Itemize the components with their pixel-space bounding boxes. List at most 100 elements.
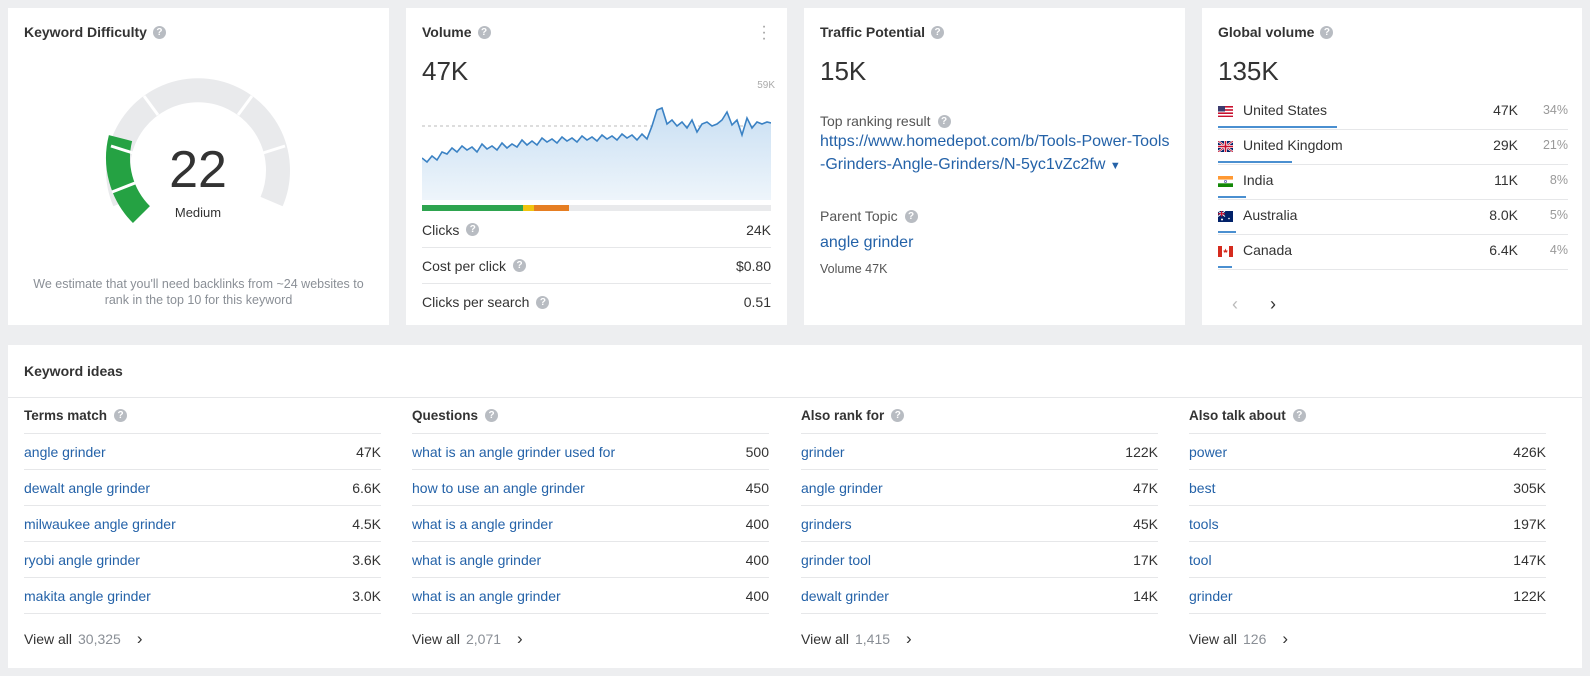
help-icon[interactable]: ? xyxy=(1320,25,1334,39)
clicks-bar-segment xyxy=(523,205,534,211)
country-volume: 29K xyxy=(1493,137,1518,153)
help-icon[interactable]: ? xyxy=(152,25,166,39)
view-all-link[interactable]: View all 30,325 › xyxy=(24,614,381,664)
help-icon[interactable]: ? xyxy=(466,223,480,236)
country-percent: 8% xyxy=(1549,173,1568,187)
keyword-idea-row: best 305K xyxy=(1189,470,1546,506)
view-all-link[interactable]: View all 126 › xyxy=(1189,614,1546,664)
caret-down-icon[interactable]: ▼ xyxy=(1109,160,1121,172)
volume-chart-max-label: 59K xyxy=(757,80,775,91)
volume-trend-chart[interactable] xyxy=(422,80,771,200)
keyword-ideas-card: Keyword ideas Terms match? angle grinder 4… xyxy=(8,345,1582,668)
keyword-link[interactable]: power xyxy=(1189,443,1228,460)
keyword-link[interactable]: angle grinder xyxy=(801,479,883,496)
help-icon[interactable]: ? xyxy=(477,25,491,39)
country-share-bar xyxy=(1218,266,1232,268)
help-icon[interactable]: ? xyxy=(536,295,550,309)
country-volume: 47K xyxy=(1493,102,1518,118)
country-volume: 11K xyxy=(1494,172,1518,188)
view-all-link[interactable]: View all 1,415 › xyxy=(801,614,1158,664)
keyword-volume: 47K xyxy=(356,443,381,460)
keyword-link[interactable]: makita angle grinder xyxy=(24,587,151,604)
ideas-column-title: Questions xyxy=(412,408,479,423)
keyword-link[interactable]: grinder xyxy=(1189,587,1233,604)
keyword-link[interactable]: what is angle grinder xyxy=(412,551,542,568)
kd-gauge-ticks xyxy=(110,95,286,194)
keyword-link[interactable]: milwaukee angle grinder xyxy=(24,515,176,532)
keyword-link[interactable]: grinder xyxy=(801,443,845,460)
keyword-volume: 3.0K xyxy=(352,587,381,604)
cpc-label: Cost per click xyxy=(422,257,507,274)
chevron-right-icon[interactable]: › xyxy=(1270,294,1276,314)
keyword-idea-row: makita angle grinder 3.0K xyxy=(24,578,381,614)
keyword-volume: 3.6K xyxy=(352,551,381,568)
country-name: India xyxy=(1243,172,1274,188)
view-all-link[interactable]: View all 2,071 › xyxy=(412,614,769,664)
help-icon[interactable]: ? xyxy=(931,25,945,39)
help-icon[interactable]: ? xyxy=(513,259,527,272)
help-icon[interactable]: ? xyxy=(485,409,499,422)
keyword-volume: 17K xyxy=(1133,551,1158,568)
ideas-column: Also rank for? grinder 122K angle grinder 47… xyxy=(801,398,1158,664)
kd-estimate-note: We estimate that you'll need backlinks f… xyxy=(33,277,364,307)
kd-score: 22 xyxy=(169,141,227,199)
keyword-idea-row: grinder tool 17K xyxy=(801,542,1158,578)
clicks-distribution-bar xyxy=(422,205,771,211)
country-row[interactable]: United Kingdom 29K 21% xyxy=(1217,129,1568,165)
parent-topic-link[interactable]: angle grinder xyxy=(820,234,914,251)
kd-title: Keyword Difficulty xyxy=(24,24,147,40)
keyword-idea-row: milwaukee angle grinder 4.5K xyxy=(24,506,381,542)
keyword-volume: 47K xyxy=(1133,479,1158,496)
help-icon[interactable]: ? xyxy=(904,209,918,223)
help-icon[interactable]: ? xyxy=(114,409,128,422)
keyword-link[interactable]: what is a angle grinder xyxy=(412,515,553,532)
keyword-link[interactable]: tool xyxy=(1189,551,1212,568)
keyword-idea-row: tool 147K xyxy=(1189,542,1546,578)
more-options-icon[interactable]: · · · xyxy=(761,18,767,47)
keyword-link[interactable]: grinder tool xyxy=(801,551,872,568)
keyword-link[interactable]: grinders xyxy=(801,515,852,532)
keyword-idea-row: what is an angle grinder used for 500 xyxy=(412,434,769,470)
keyword-idea-row: what is angle grinder 400 xyxy=(412,542,769,578)
keyword-difficulty-card: Keyword Difficulty ? 22 Medium We estima… xyxy=(8,8,389,325)
chevron-right-icon: › xyxy=(517,629,523,648)
volume-card: Volume ? · · · 47K 59K Clicks? 24K Cost pe… xyxy=(406,8,787,325)
traffic-value: 15K xyxy=(820,56,867,86)
keyword-link[interactable]: angle grinder xyxy=(24,443,106,460)
keyword-link[interactable]: what is an angle grinder xyxy=(412,587,561,604)
clicks-bar-segment xyxy=(422,205,524,211)
volume-value: 47K xyxy=(422,56,469,86)
keyword-idea-row: what is a angle grinder 400 xyxy=(412,506,769,542)
keyword-link[interactable]: ryobi angle grinder xyxy=(24,551,140,568)
top-ranking-url[interactable]: https://www.homedepot.com/b/Tools-Power-… xyxy=(820,130,1170,178)
country-row[interactable]: Australia 8.0K 5% xyxy=(1217,199,1568,235)
view-all-label: View all xyxy=(801,631,849,647)
keyword-link[interactable]: dewalt grinder xyxy=(801,587,889,604)
keyword-idea-row: angle grinder 47K xyxy=(801,470,1158,506)
country-row[interactable]: United States 47K 34% xyxy=(1218,94,1568,130)
keyword-link[interactable]: what is an angle grinder used for xyxy=(412,443,616,460)
clicks-label: Clicks xyxy=(422,221,460,238)
keyword-link[interactable]: tools xyxy=(1189,515,1219,532)
view-all-count: 126 xyxy=(1243,631,1267,647)
top-ranking-url-text[interactable]: https://www.homedepot.com/b/Tools-Power-… xyxy=(820,133,1170,173)
chevron-left-icon[interactable]: ‹ xyxy=(1232,294,1238,314)
keyword-link[interactable]: dewalt angle grinder xyxy=(24,479,151,496)
kd-gauge xyxy=(106,78,290,224)
keyword-link[interactable]: best xyxy=(1189,479,1216,496)
keyword-idea-row: ryobi angle grinder 3.6K xyxy=(24,542,381,578)
help-icon[interactable]: ? xyxy=(1292,409,1306,422)
country-volume: 6.4K xyxy=(1489,242,1518,258)
keyword-volume: 426K xyxy=(1513,443,1546,460)
ideas-column-title: Also rank for xyxy=(801,408,885,423)
keyword-volume: 400 xyxy=(745,551,769,568)
country-row[interactable]: Canada 6.4K 4% xyxy=(1218,234,1568,270)
country-share-bar xyxy=(1218,126,1337,128)
top-ranking-label: Top ranking result xyxy=(820,113,931,129)
help-icon[interactable]: ? xyxy=(891,409,905,422)
help-icon[interactable]: ? xyxy=(937,114,951,128)
country-row[interactable]: India 11K 8% xyxy=(1218,164,1568,200)
keyword-idea-row: power 426K xyxy=(1189,434,1546,470)
keyword-link[interactable]: how to use an angle grinder xyxy=(412,479,585,496)
view-all-count: 1,415 xyxy=(855,631,891,647)
